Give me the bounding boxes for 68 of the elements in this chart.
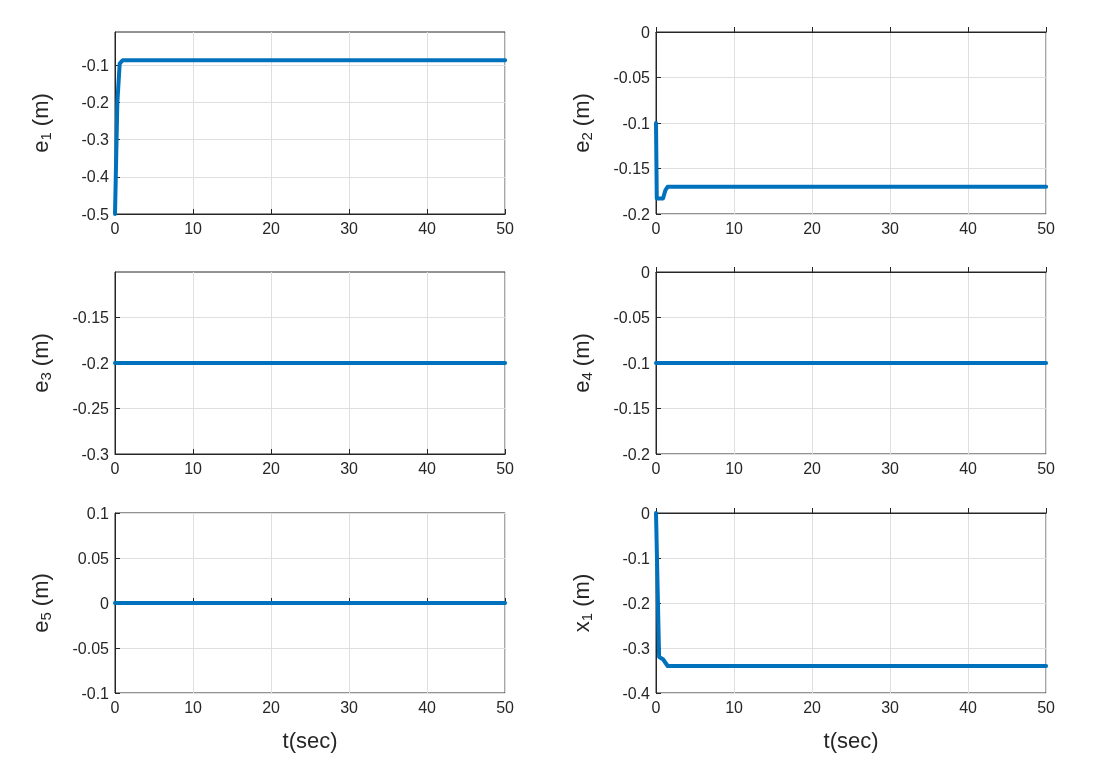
y-tick-label: -0.2 xyxy=(622,205,651,223)
y-axis-title: e3 (m) xyxy=(28,333,54,393)
y-tick-label: -0.3 xyxy=(622,639,651,657)
x-tick-label: 40 xyxy=(959,219,978,237)
y-tick-label: -0.2 xyxy=(622,445,651,463)
x-tick-label: 50 xyxy=(496,219,515,237)
x-tick-label: 10 xyxy=(725,219,744,237)
x-tick-label: 10 xyxy=(725,698,744,716)
x-tick-label: 30 xyxy=(881,698,900,716)
y-tick-label: -0.15 xyxy=(613,160,651,177)
x-tick-label: 40 xyxy=(418,219,437,237)
y-tick-label: -0.1 xyxy=(81,684,110,702)
y-tick-label: 0 xyxy=(641,23,651,41)
x-axis-title: t(sec) xyxy=(282,727,338,753)
y-tick-label: -0.1 xyxy=(622,549,651,567)
y-tick-label: -0.1 xyxy=(81,56,110,74)
x-axis-title: t(sec) xyxy=(823,727,879,753)
y-tick-label: -0.25 xyxy=(72,400,110,417)
x-tick-label: 20 xyxy=(262,219,281,237)
x-tick-label: 50 xyxy=(1037,698,1056,716)
x-tick-label: 30 xyxy=(340,698,359,716)
y-tick-label: -0.15 xyxy=(72,309,110,326)
y-tick-label: -0.05 xyxy=(613,309,651,326)
x-tick-label: 40 xyxy=(959,698,978,716)
x-tick-label: 10 xyxy=(725,459,744,477)
y-tick-label: -0.3 xyxy=(81,445,110,463)
y-axis-title: e5 (m) xyxy=(28,573,54,633)
x-tick-label: 30 xyxy=(881,459,900,477)
x-tick-label: 20 xyxy=(803,219,822,237)
y-axis-title: e1 (m) xyxy=(28,93,54,153)
x-tick-label: 40 xyxy=(418,459,437,477)
y-tick-label: -0.2 xyxy=(622,594,651,612)
y-tick-label: -0.4 xyxy=(622,684,651,702)
y-tick-label: -0.15 xyxy=(613,400,651,417)
x-tick-label: 30 xyxy=(340,459,359,477)
x-tick-label: 10 xyxy=(184,459,203,477)
y-axis-title: x1 (m) xyxy=(569,573,595,633)
x-tick-label: 20 xyxy=(262,459,281,477)
y-tick-label: 0.1 xyxy=(86,504,110,522)
y-tick-label: 0.05 xyxy=(77,549,110,567)
y-tick-label: 0 xyxy=(100,594,110,612)
y-tick-label: -0.3 xyxy=(81,131,110,149)
y-tick-label: -0.1 xyxy=(622,354,651,372)
x-tick-label: 40 xyxy=(959,459,978,477)
x-tick-label: 20 xyxy=(803,698,822,716)
y-tick-label: -0.2 xyxy=(81,94,110,112)
x-tick-label: 50 xyxy=(496,698,515,716)
x-tick-label: 30 xyxy=(340,219,359,237)
y-tick-label: -0.05 xyxy=(72,639,110,657)
y-axis-title: e4 (m) xyxy=(569,333,595,393)
line-series xyxy=(654,121,1049,201)
x-tick-label: 30 xyxy=(881,219,900,237)
x-tick-label: 40 xyxy=(418,698,437,716)
x-tick-label: 10 xyxy=(184,698,203,716)
y-tick-label: -0.4 xyxy=(81,168,110,186)
x-tick-label: 50 xyxy=(496,459,515,477)
x-tick-label: 10 xyxy=(184,219,203,237)
x-tick-label: 20 xyxy=(262,698,281,716)
x-tick-label: 50 xyxy=(1037,459,1056,477)
y-tick-label: -0.5 xyxy=(81,205,110,223)
y-tick-label: 0 xyxy=(641,504,651,522)
y-tick-label: 0 xyxy=(641,263,651,281)
x-tick-label: 20 xyxy=(803,459,822,477)
y-tick-label: -0.1 xyxy=(622,114,651,132)
y-tick-label: -0.05 xyxy=(613,69,651,86)
y-axis-title: e2 (m) xyxy=(569,93,595,153)
x-tick-label: 50 xyxy=(1037,219,1056,237)
y-tick-label: -0.2 xyxy=(81,354,110,372)
